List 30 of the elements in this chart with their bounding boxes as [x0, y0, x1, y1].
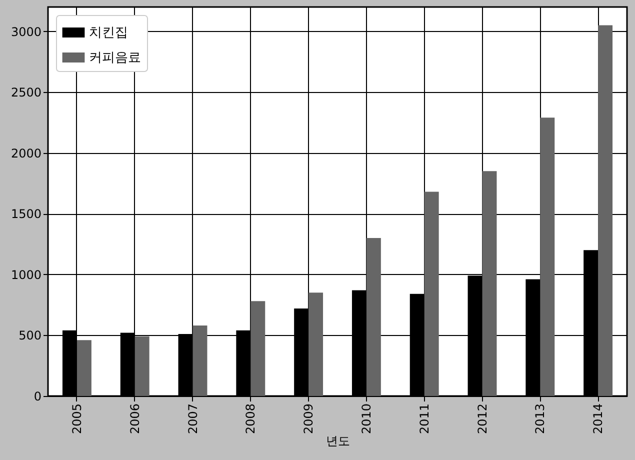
x-tick-label: 2006 [128, 404, 142, 434]
x-tick-label: 2010 [359, 404, 374, 434]
legend-label: 커피음료 [89, 50, 141, 66]
x-tick-label: 2013 [533, 404, 548, 434]
legend-label: 치킨집 [89, 26, 128, 40]
x-tick-label: 2011 [417, 404, 432, 434]
y-tick-label: 3000 [10, 24, 42, 39]
y-tick-label: 2500 [10, 86, 42, 100]
bar [598, 25, 613, 396]
x-tick-label: 2005 [70, 404, 84, 434]
bar [482, 171, 497, 396]
y-tick-label: 500 [18, 328, 42, 343]
bar [366, 238, 381, 396]
bar [250, 301, 266, 396]
y-tick-label: 1000 [10, 268, 42, 282]
x-tick-label: 2009 [302, 404, 316, 434]
x-tick-label: 2012 [475, 404, 490, 434]
y-tick-label: 2000 [10, 146, 42, 160]
bar [308, 292, 324, 396]
x-tick-label: 2008 [244, 404, 258, 434]
x-tick-label: 2007 [186, 404, 200, 434]
x-axis-title: 년도 [326, 434, 350, 448]
bar [540, 118, 555, 396]
bar [192, 325, 208, 396]
bar [424, 192, 439, 396]
y-tick-label: 1500 [10, 207, 42, 222]
bar [76, 340, 92, 396]
y-tick-label: 0 [34, 390, 42, 404]
x-tick-label: 2014 [591, 404, 606, 434]
bar [134, 336, 150, 396]
